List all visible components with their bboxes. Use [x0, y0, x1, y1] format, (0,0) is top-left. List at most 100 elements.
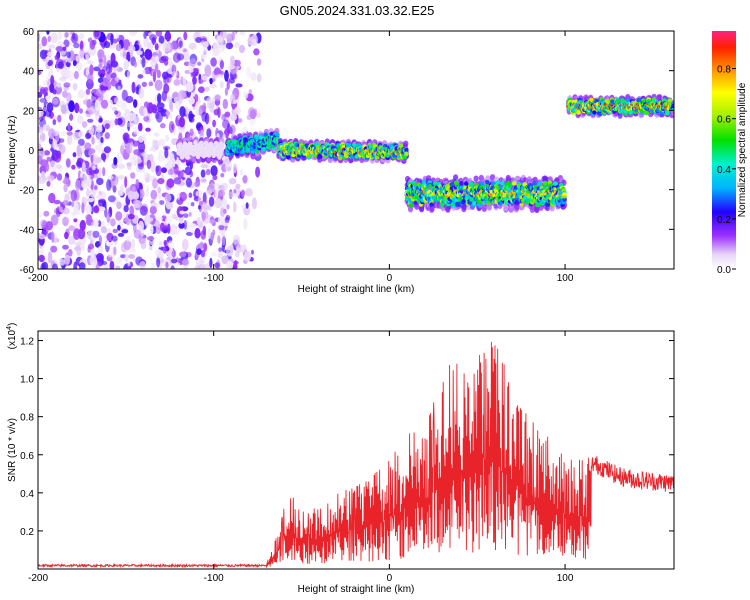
spectrogram-core-cell	[219, 147, 225, 152]
spectrogram-noise-cell	[112, 228, 119, 234]
spectrogram-noise-cell	[155, 140, 163, 148]
spectrogram-noise	[38, 31, 262, 269]
spectrogram-noise-cell	[114, 118, 119, 126]
spectrogram-noise-cell	[63, 183, 68, 193]
spectrogram-noise-cell	[65, 67, 70, 76]
spectrogram-noise-cell	[133, 60, 137, 68]
spectrogram-noise-cell	[50, 214, 59, 226]
spectrogram-noise-cell	[72, 60, 77, 67]
spectrogram-noise-cell	[112, 185, 117, 193]
spectrogram-noise-cell	[198, 264, 206, 269]
spectrogram-noise-cell	[111, 235, 118, 242]
spectrogram-noise-cell	[200, 163, 208, 169]
spectrogram-noise-cell	[212, 229, 216, 236]
spectrogram-noise-cell	[197, 128, 201, 135]
spectrogram-noise-cell	[233, 163, 237, 174]
spectrogram-noise-cell	[114, 175, 119, 186]
spectrogram-noise-cell	[225, 42, 234, 50]
spectrogram-noise-cell	[51, 231, 55, 243]
spectrogram-marks	[38, 31, 674, 269]
spectrogram-halo-cell	[403, 140, 409, 147]
spectrogram-noise-cell	[212, 175, 218, 181]
spectrogram-noise-cell	[155, 110, 163, 123]
spectrogram-noise-cell	[58, 259, 66, 266]
spectrogram-noise-cell	[54, 85, 62, 95]
spectrogram-noise-cell	[129, 261, 133, 268]
spectrogram-noise-cell	[78, 262, 86, 269]
spectrogram-noise-cell	[176, 197, 184, 205]
spectrogram-noise-cell	[117, 85, 121, 91]
spectrogram-noise-cell	[217, 215, 225, 226]
spectrogram-noise-cell	[248, 107, 256, 117]
spectrogram-noise-cell	[167, 95, 171, 103]
spectrogram-noise-cell	[85, 132, 91, 140]
spectrogram-noise-cell	[46, 31, 50, 35]
spectrogram-noise-cell	[124, 176, 128, 188]
spectrogram-noise-cell	[88, 149, 92, 157]
spectrogram-noise-cell	[126, 235, 131, 242]
spectrogram-noise-cell	[45, 221, 53, 231]
spectrogram-noise-cell	[171, 213, 177, 220]
spectrogram-noise-cell	[243, 250, 252, 262]
spectrogram-noise-cell	[181, 238, 189, 251]
spectrogram-noise-cell	[154, 43, 159, 51]
spectrogram-noise-cell	[103, 146, 111, 154]
spectrogram-noise-cell	[142, 69, 146, 75]
spectrogram-noise-cell	[167, 240, 174, 249]
spectrogram-noise-cell	[57, 114, 62, 123]
spectrogram-noise-cell	[177, 170, 184, 180]
spectrogram-noise-cell	[176, 53, 185, 61]
spectrogram-noise-cell	[188, 211, 192, 217]
spectrogram-noise-cell	[62, 216, 69, 227]
spectrogram-core-cell	[261, 146, 267, 152]
spectrogram-noise-cell	[173, 79, 181, 86]
spectrogram-noise-cell	[169, 99, 173, 111]
spectrogram-noise-cell	[38, 212, 43, 219]
spectrogram-noise-cell	[178, 92, 184, 105]
spectrogram-noise-cell	[100, 91, 104, 102]
spectrogram-noise-cell	[157, 178, 165, 185]
spectrogram-noise-cell	[63, 207, 70, 215]
spectrogram-noise-cell	[73, 218, 78, 223]
spectrogram-noise-cell	[161, 167, 167, 174]
spectrogram-noise-cell	[206, 97, 214, 104]
spectrogram-noise-cell	[52, 119, 57, 126]
spectrogram-segment-3	[404, 174, 568, 214]
spectrogram-core-cell	[269, 131, 274, 137]
spectrogram-noise-cell	[128, 112, 135, 122]
spectrogram-noise-cell	[63, 82, 71, 88]
spectrogram-noise-cell	[114, 110, 119, 115]
spectrogram-noise-cell	[55, 46, 64, 52]
spectrogram-noise-cell	[188, 192, 193, 198]
spectrogram-noise-cell	[224, 111, 231, 118]
figure-title: GN05.2024.331.03.32.E25	[280, 3, 435, 18]
spectrogram-noise-cell	[158, 240, 163, 248]
spectrogram-noise-cell	[48, 192, 56, 204]
spectrogram-noise-cell	[57, 61, 65, 70]
spectrogram-noise-cell	[144, 66, 152, 75]
spectrogram-noise-cell	[153, 132, 160, 137]
spectrogram-noise-cell	[103, 54, 107, 67]
spectrogram-noise-cell	[150, 224, 154, 235]
spectrogram-noise-cell	[54, 54, 60, 61]
spectrogram-noise-cell	[75, 161, 82, 167]
spectrogram-noise-cell	[106, 63, 111, 75]
spectrogram-noise-cell	[98, 235, 102, 245]
spectrogram-noise-cell	[101, 260, 108, 265]
spectrogram-noise-cell	[149, 206, 157, 215]
spectrogram-noise-cell	[171, 71, 178, 77]
spectrogram-noise-cell	[62, 200, 69, 206]
spectrogram-noise-cell	[141, 81, 147, 88]
spectrogram-noise-cell	[189, 58, 197, 67]
spectrogram-noise-cell	[138, 141, 146, 153]
spectrogram-noise-cell	[109, 119, 115, 129]
spectrogram-noise-cell	[155, 227, 161, 234]
spectrogram-noise-cell	[137, 74, 144, 79]
spectrogram-noise-cell	[253, 108, 258, 118]
spectrogram-core-cell	[463, 181, 469, 186]
spectrogram-noise-cell	[126, 122, 134, 128]
spectrogram-noise-cell	[137, 161, 145, 170]
spectrogram-noise-cell	[245, 188, 253, 197]
spectrogram-noise-cell	[226, 80, 230, 90]
spectrogram-noise-cell	[185, 177, 192, 188]
